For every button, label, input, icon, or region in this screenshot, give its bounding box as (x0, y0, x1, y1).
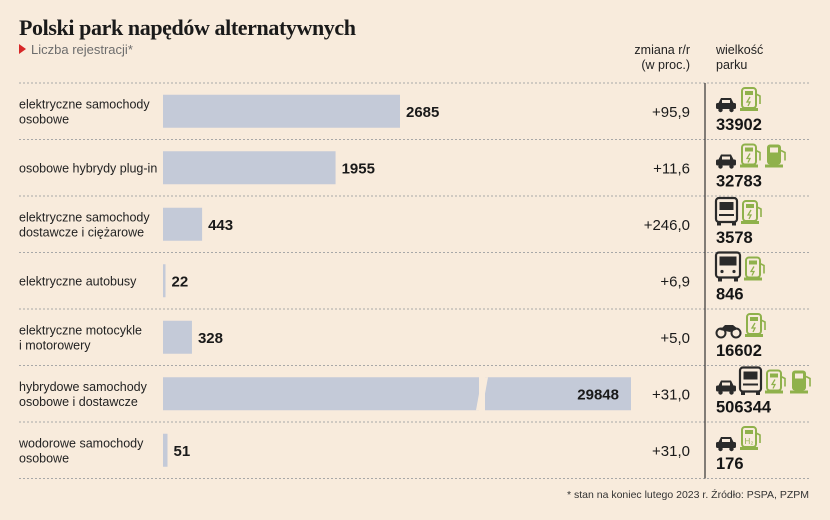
fleet-size-value: 506344 (716, 399, 772, 417)
change-yoy-value: +6,9 (660, 273, 690, 290)
category-label: osobowe (19, 112, 69, 126)
category-label: osobowe hybrydy plug-in (19, 161, 157, 175)
change-yoy-value: +95,9 (652, 104, 690, 121)
fleet-header-line1: wielkość (716, 43, 764, 57)
hydrogen-station-icon: H₂ (740, 426, 761, 450)
fleet-size-value: 16602 (716, 342, 762, 360)
car-icon (716, 98, 736, 113)
truck-icon (738, 366, 763, 395)
fleet-size-value: 3578 (716, 229, 753, 247)
bar (163, 377, 479, 411)
bar (163, 433, 168, 467)
bar-continuation (485, 377, 631, 411)
bar (163, 94, 400, 128)
chart-title: Polski park napędów alternatywnych (19, 15, 356, 40)
charger-icon (765, 369, 786, 394)
bar (163, 207, 203, 241)
fuel-pump-icon (790, 370, 811, 394)
category-label: elektryczne autobusy (19, 274, 137, 288)
truck-icon (714, 196, 739, 226)
bar-value-label: 51 (174, 443, 191, 460)
category-label: hybrydowe samochody (19, 380, 148, 394)
bus-icon (714, 251, 742, 282)
category-label: dostawcze i ciężarowe (19, 225, 144, 239)
change-yoy-value: +31,0 (652, 386, 690, 403)
subtitle-text: Liczba rejestracji* (31, 42, 133, 57)
category-label: elektryczne samochody (19, 97, 150, 111)
category-label: elektryczne motocykle (19, 323, 142, 337)
fleet-size-value: 176 (716, 455, 744, 473)
car-icon (716, 380, 736, 395)
fleet-size-value: 33902 (716, 116, 762, 134)
fleet-size-value: 846 (716, 286, 744, 304)
change-column-header: zmiana r/r (w proc.) (634, 43, 690, 73)
bar-value-label: 443 (208, 217, 233, 234)
data-row: osobowe hybrydy plug-in 1955 +11,6 32783 (19, 143, 786, 191)
data-row: elektryczne autobusy 22 +6,9 846 (19, 251, 765, 304)
category-label: osobowe (19, 451, 69, 465)
bar (163, 320, 192, 354)
category-label: osobowe i dostawcze (19, 395, 138, 409)
charger-icon (744, 256, 765, 281)
change-header-line1: zmiana r/r (634, 43, 690, 57)
category-label: wodorowe samochody (18, 436, 144, 450)
fleet-size-value: 32783 (716, 173, 762, 191)
change-header-line2: (w proc.) (641, 58, 690, 72)
hydrogen-label: H₂ (745, 437, 754, 446)
change-yoy-value: +11,6 (653, 160, 690, 177)
change-yoy-value: +31,0 (652, 443, 690, 460)
bar-value-label: 22 (172, 273, 189, 290)
fuel-pump-icon (765, 144, 786, 168)
charger-icon (740, 87, 761, 111)
subtitle-marker (19, 44, 26, 54)
car-icon (716, 437, 736, 452)
charger-icon (741, 200, 762, 224)
motorcycle-icon (715, 325, 742, 339)
bar-value-label: 29848 (577, 386, 619, 403)
fleet-column-header: wielkość parku (716, 43, 763, 73)
bar (163, 264, 166, 298)
category-label: i motorowery (19, 338, 91, 352)
bar (163, 151, 336, 185)
bar-value-label: 1955 (342, 160, 375, 177)
change-yoy-value: +5,0 (660, 330, 690, 347)
source-footnote: * stan na koniec lutego 2023 r. Źródło: … (566, 489, 809, 501)
category-label: elektryczne samochody (19, 210, 150, 224)
car-icon (716, 154, 736, 169)
fleet-header-line2: parku (716, 58, 748, 72)
change-yoy-value: +246,0 (644, 217, 690, 234)
charger-icon (745, 313, 766, 337)
axis-break-mark (476, 377, 488, 411)
charger-icon (740, 143, 761, 168)
bar-value-label: 2685 (406, 104, 439, 121)
chart-subtitle: Liczba rejestracji* (19, 42, 133, 57)
bar-value-label: 328 (198, 330, 223, 347)
